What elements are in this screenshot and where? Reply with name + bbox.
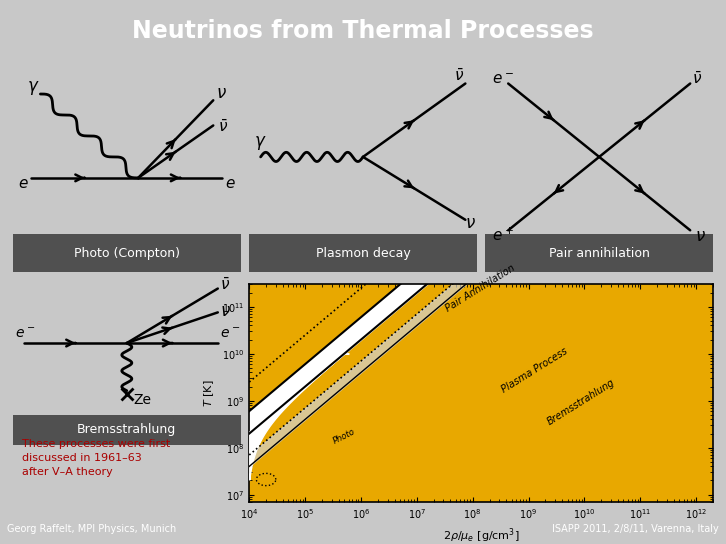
Text: $\nu$: $\nu$ (465, 214, 476, 232)
Text: $\gamma$: $\gamma$ (27, 79, 39, 97)
Text: $\nu$: $\nu$ (216, 84, 227, 102)
Text: $e^+$: $e^+$ (492, 226, 514, 244)
Text: Pair annihilation: Pair annihilation (549, 247, 650, 260)
Bar (486, 234, 713, 272)
Text: $\nu$: $\nu$ (220, 302, 231, 320)
Text: $\bar{\nu}$: $\bar{\nu}$ (454, 69, 464, 84)
Text: Plasma Process: Plasma Process (499, 346, 569, 394)
Text: $\bar{\nu}$: $\bar{\nu}$ (693, 70, 703, 86)
Text: Photo: Photo (332, 427, 357, 446)
Text: $e^-$: $e^-$ (492, 71, 514, 86)
Bar (13, 415, 240, 445)
Text: Plasmon decay: Plasmon decay (316, 247, 410, 260)
Bar (249, 234, 477, 272)
Text: Bremsstrahlung: Bremsstrahlung (545, 378, 616, 427)
Text: $\gamma$: $\gamma$ (254, 134, 266, 152)
Text: $\nu$: $\nu$ (695, 227, 706, 245)
Text: These processes were first
discussed in 1961–63
after V–A theory: These processes were first discussed in … (23, 439, 171, 477)
Text: Neutrinos from Thermal Processes: Neutrinos from Thermal Processes (132, 19, 594, 44)
Text: $e^-$: $e^-$ (15, 327, 36, 341)
Text: $e$: $e$ (224, 176, 235, 191)
Text: $\bar{\nu}$: $\bar{\nu}$ (220, 277, 230, 293)
Bar (13, 234, 240, 272)
Text: $e$: $e$ (17, 176, 28, 191)
Text: Ze: Ze (134, 393, 152, 407)
Text: $\bar{\nu}$: $\bar{\nu}$ (218, 119, 228, 135)
Text: Pair Annihilation: Pair Annihilation (444, 263, 516, 313)
X-axis label: $2\rho/\mu_e\ [\mathrm{g/cm}^3]$: $2\rho/\mu_e\ [\mathrm{g/cm}^3]$ (443, 526, 519, 544)
Y-axis label: $T\ [\mathrm{K}]$: $T\ [\mathrm{K}]$ (203, 379, 216, 407)
Text: $e^-$: $e^-$ (220, 327, 240, 341)
Text: ISAPP 2011, 2/8/11, Varenna, Italy: ISAPP 2011, 2/8/11, Varenna, Italy (552, 524, 719, 534)
Text: Photo (Compton): Photo (Compton) (74, 247, 180, 260)
Text: Bremsstrahlung: Bremsstrahlung (77, 423, 176, 436)
Text: Georg Raffelt, MPI Physics, Munich: Georg Raffelt, MPI Physics, Munich (7, 524, 176, 534)
